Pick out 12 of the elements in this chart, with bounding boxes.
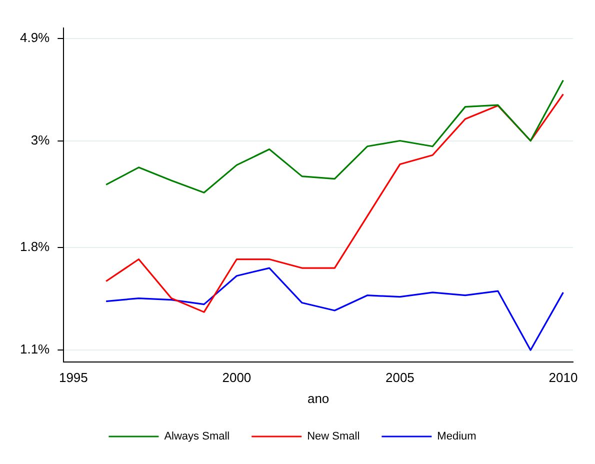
y-tick-label: 1.8% (20, 238, 50, 254)
legend-label: Medium (437, 430, 476, 443)
x-tick-label: 2000 (222, 370, 252, 386)
x-tick-label: 2010 (548, 370, 578, 386)
y-tick-label: 3% (30, 132, 50, 148)
legend-label: Always Small (164, 430, 230, 443)
x-tick-label: 2005 (385, 370, 414, 386)
x-axis-title: ano (307, 390, 330, 406)
y-tick-label: 1.1% (20, 342, 50, 357)
x-tick-label: 1995 (58, 370, 88, 386)
y-tick-label: 4.9% (20, 30, 50, 45)
legend-label: New Small (307, 430, 360, 443)
